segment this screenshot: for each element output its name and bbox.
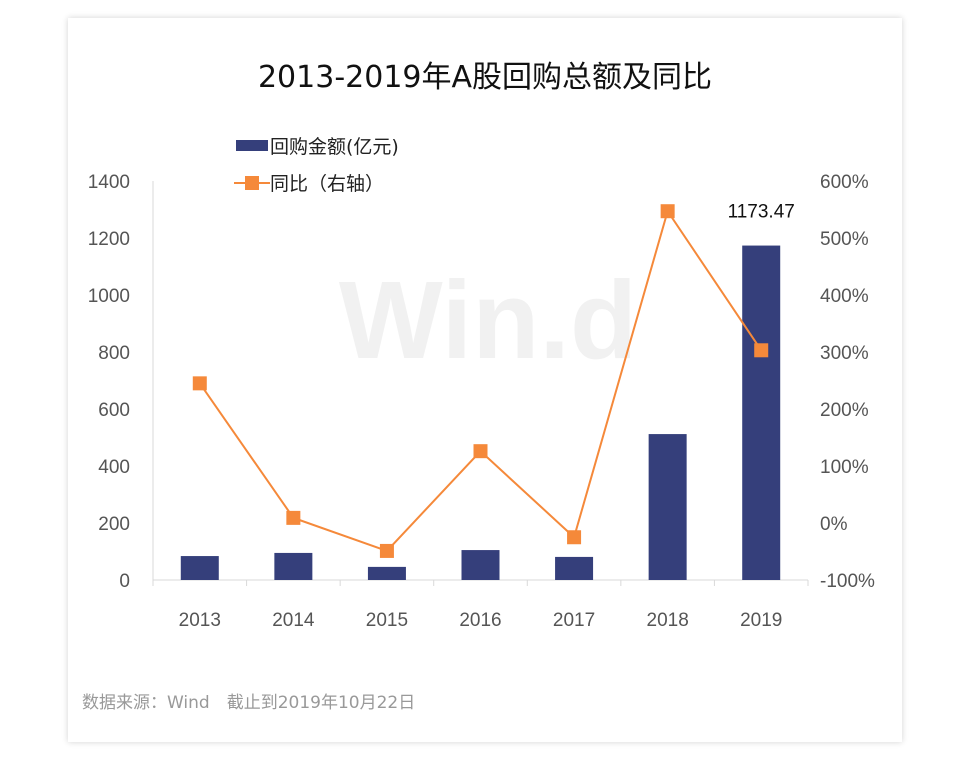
bar-2019 [742, 245, 781, 581]
yoy-marker-2013 [192, 376, 207, 391]
yoy-marker-2019 [754, 343, 769, 358]
right-tick-label: 500% [820, 229, 869, 250]
legend-label-amount: 回购金额(亿元) [270, 136, 399, 158]
right-tick-label: -100% [820, 571, 875, 592]
bar-2014 [274, 552, 313, 580]
x-tick-label: 2016 [459, 610, 501, 631]
left-tick-label: 800 [98, 343, 130, 364]
x-tick-label: 2015 [366, 610, 408, 631]
left-tick-label: 0 [119, 571, 130, 592]
bar-2018 [648, 434, 687, 580]
watermark: Win.d [339, 259, 637, 382]
legend-label-yoy: 同比（右轴） [270, 173, 384, 195]
chart: Win.d 0 200 400 600 800 1000 1200 1400 -100% 0% 100… [88, 136, 875, 631]
data-label: 1173.47 [728, 202, 795, 223]
bar-2015 [367, 566, 406, 580]
yoy-marker-2014 [286, 510, 301, 525]
x-tick-label: 2013 [179, 610, 221, 631]
right-tick-label: 300% [820, 343, 869, 364]
right-tick-label: 400% [820, 286, 869, 307]
left-tick-label: 1200 [88, 229, 130, 250]
legend-bar-swatch [236, 140, 268, 151]
left-tick-label: 1000 [88, 286, 130, 307]
bar-2013 [180, 556, 219, 580]
left-tick-label: 1400 [88, 172, 130, 193]
bar-2017 [555, 556, 594, 580]
x-tick-label: 2018 [647, 610, 689, 631]
source-note: 数据来源：Wind 截止到2019年10月22日 [82, 693, 416, 713]
right-tick-label: 0% [820, 514, 848, 535]
right-tick-label: 100% [820, 457, 869, 478]
left-tick-label: 400 [98, 457, 130, 478]
right-tick-label: 600% [820, 172, 869, 193]
chart-title: 2013-2019年A股回购总额及同比 [257, 60, 713, 95]
yoy-marker-2016 [473, 444, 488, 459]
yoy-marker-2015 [379, 543, 394, 558]
left-tick-label: 200 [98, 514, 130, 535]
x-tick-label: 2014 [272, 610, 315, 631]
yoy-marker-2018 [660, 204, 675, 219]
yoy-marker-2017 [567, 530, 582, 545]
bar-2016 [461, 550, 500, 580]
right-tick-label: 200% [820, 400, 869, 421]
x-tick-label: 2019 [740, 610, 782, 631]
legend-marker-swatch [245, 176, 259, 190]
chart-card: 2013-2019年A股回购总额及同比 Win.d 0 200 400 600 800 10… [68, 18, 902, 742]
x-tick-label: 2017 [553, 610, 595, 631]
left-tick-label: 600 [98, 400, 130, 421]
